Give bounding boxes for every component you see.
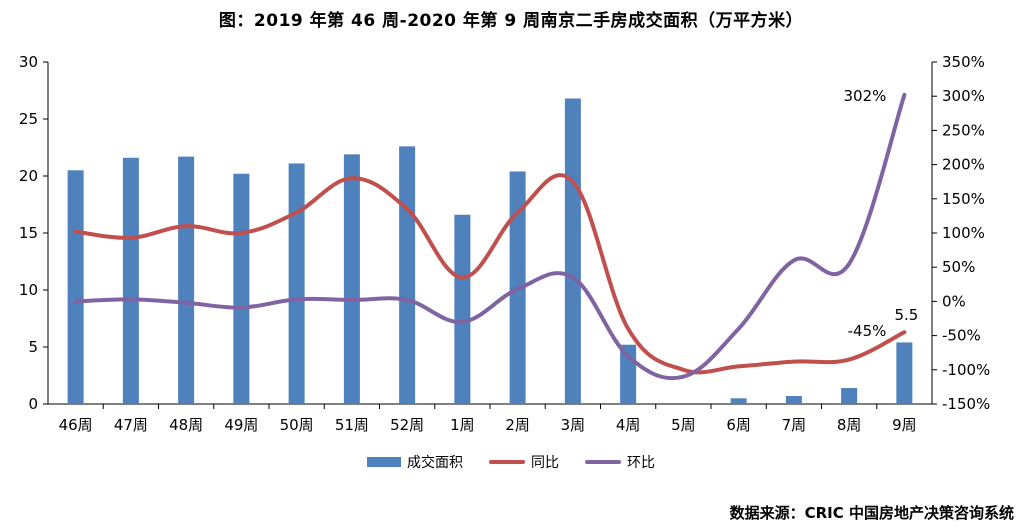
x-tick-label: 48周 [169, 416, 203, 434]
x-tick-label: 2周 [505, 416, 530, 434]
annotation-wow: 302% [843, 87, 886, 105]
x-tick-label: 4周 [616, 416, 641, 434]
chart-title: 图：2019 年第 46 周-2020 年第 9 周南京二手房成交面积（万平方米… [218, 11, 804, 31]
tick-labels: 0 5 10 15 20 25 30 -150% -100% -50% 0% 50% 100% 150% 2… [19, 53, 990, 434]
x-tick-label: 9周 [892, 416, 917, 434]
right-tick-label: -50% [942, 327, 981, 345]
x-tick-label: 47周 [114, 416, 148, 434]
right-tick-label: -150% [942, 395, 990, 413]
annotations: 302% -45% 5.5 [843, 87, 918, 340]
left-tick-label: 30 [19, 53, 38, 71]
legend-item-yoy: 同比 [489, 452, 559, 472]
left-tick-label: 5 [28, 338, 38, 356]
bar [896, 342, 913, 404]
legend-item-wow: 环比 [585, 452, 655, 472]
legend-label-area: 成交面积 [407, 455, 463, 471]
legend-swatch-area [367, 457, 401, 467]
left-tick-label: 10 [19, 281, 38, 299]
bar [343, 154, 360, 404]
bar [785, 396, 802, 404]
annotation-yoy: -45% [848, 322, 887, 340]
right-tick-label: 100% [942, 224, 985, 242]
x-tick-label: 50周 [280, 416, 314, 434]
x-tick-label: 52周 [390, 416, 424, 434]
right-tick-label: 150% [942, 190, 985, 208]
legend-swatch-wow [585, 460, 621, 464]
bar [564, 98, 581, 404]
left-tick-label: 25 [19, 110, 38, 128]
bar [288, 163, 305, 404]
x-tick-label: 51周 [335, 416, 369, 434]
annotation-area: 5.5 [894, 306, 918, 324]
x-tick-label: 6周 [726, 416, 751, 434]
x-tick-label: 1周 [450, 416, 475, 434]
right-tick-label: -100% [942, 361, 990, 379]
legend-item-area: 成交面积 [367, 452, 463, 472]
line-series [73, 92, 907, 381]
x-tick-label: 49周 [224, 416, 258, 434]
data-source: 数据来源：CRIC 中国房地产决策咨询系统 [729, 504, 1014, 522]
x-tick-label: 7周 [782, 416, 807, 434]
bar [122, 157, 139, 404]
x-tick-label: 3周 [561, 416, 586, 434]
wow-line [73, 92, 907, 381]
right-tick-label: 50% [942, 258, 975, 276]
legend-label-wow: 环比 [627, 455, 655, 471]
right-tick-label: 300% [942, 87, 985, 105]
right-tick-label: 250% [942, 121, 985, 139]
bar [454, 214, 471, 404]
x-tick-label: 5周 [671, 416, 696, 434]
bar [178, 156, 195, 404]
legend-label-yoy: 同比 [531, 455, 559, 471]
right-tick-label: 200% [942, 156, 985, 174]
bar-series [67, 98, 913, 405]
right-tick-label: 350% [942, 53, 985, 71]
x-tick-label: 46周 [59, 416, 93, 434]
right-tick-label: 0% [942, 292, 966, 310]
left-tick-label: 0 [28, 395, 38, 413]
yoy-line [73, 173, 907, 375]
bar [67, 170, 84, 404]
left-tick-label: 20 [19, 167, 38, 185]
bar [399, 146, 416, 405]
legend-swatch-yoy [489, 460, 525, 464]
bar [841, 388, 858, 404]
left-tick-label: 15 [19, 224, 38, 242]
bar [233, 173, 250, 404]
bar [730, 398, 747, 404]
legend: 成交面积 同比 环比 [0, 452, 1022, 472]
x-tick-label: 8周 [837, 416, 862, 434]
axes [43, 61, 937, 409]
chart-area: 0 5 10 15 20 25 30 -150% -100% -50% 0% 50% 100% 150% 2… [19, 53, 990, 434]
